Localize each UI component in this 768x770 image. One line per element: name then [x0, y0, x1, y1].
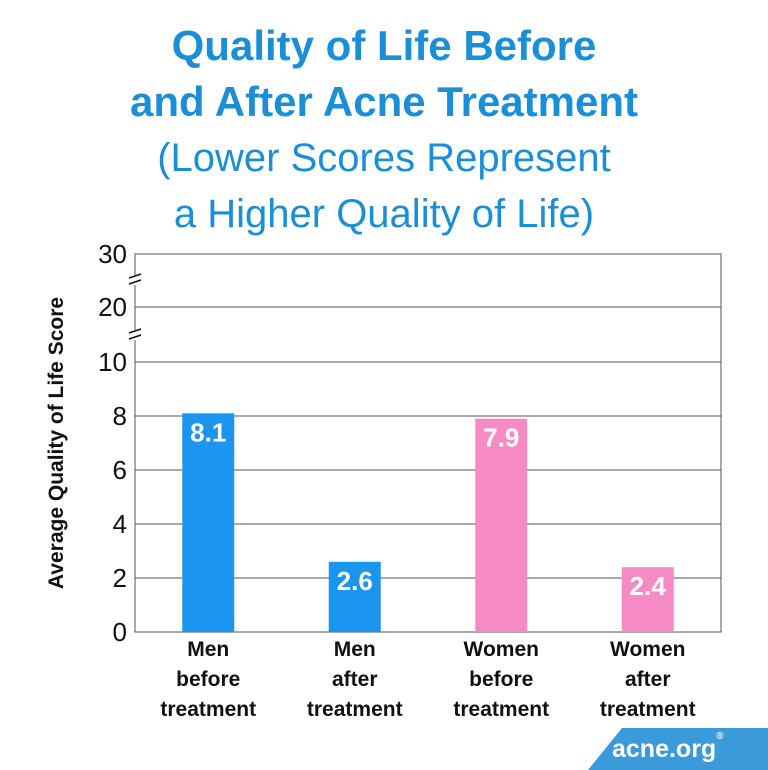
bar-value-label-1: 2.6: [337, 566, 373, 596]
title-line-1: Quality of Life Before: [171, 22, 597, 69]
bar-value-label-2: 7.9: [483, 423, 519, 453]
bar-1: [328, 561, 381, 632]
x-tick-label-3-line-0: Women: [610, 638, 685, 661]
bar-value-label-0: 8.1: [190, 417, 226, 447]
logo-text: acne.org: [612, 735, 717, 763]
x-tick-label-1-line-1: after: [332, 668, 378, 691]
x-tick-label-2-line-0: Women: [464, 638, 539, 661]
y-tick-label-4: 4: [113, 509, 127, 539]
registered-mark: ®: [716, 731, 724, 742]
bar-0: [182, 413, 235, 632]
x-tick-label-3-line-2: treatment: [600, 698, 696, 721]
subtitle-line-1: (Lower Scores Represent: [157, 136, 611, 180]
bar-2: [475, 418, 528, 632]
y-tick-label-30: 30: [98, 239, 127, 269]
chart-title: Quality of Life Before and After Acne Tr…: [0, 18, 768, 242]
y-tick-label-10: 10: [98, 347, 127, 377]
x-tick-label-1-line-0: Men: [334, 638, 376, 661]
axis-break-mark-0-b: [128, 334, 142, 340]
x-tick-label-1-line-2: treatment: [307, 698, 403, 721]
bar-value-label-3: 2.4: [630, 571, 667, 601]
x-tick-label-3: Women after treatment: [600, 638, 696, 721]
subtitle-line-2: a Higher Quality of Life): [173, 192, 595, 236]
x-tick-label-1: Men after treatment: [307, 638, 403, 721]
x-tick-label-2: Women before treatment: [453, 638, 549, 721]
x-tick-label-0-line-1: before: [176, 668, 240, 691]
axis-break-mark-1-a: [128, 273, 142, 279]
x-tick-label-3-line-1: after: [625, 668, 671, 691]
x-tick-label-0-line-0: Men: [187, 638, 229, 661]
y-axis-label: Average Quality of Life Score: [45, 297, 68, 589]
x-tick-label-2-line-2: treatment: [453, 698, 549, 721]
bar-3: [621, 567, 674, 632]
x-tick-label-0: Men before treatment: [160, 638, 256, 721]
title-line-2: and After Acne Treatment: [130, 78, 638, 125]
y-tick-label-2: 2: [113, 563, 127, 593]
x-tick-label-0-line-2: treatment: [160, 698, 256, 721]
y-tick-label-0: 0: [113, 617, 127, 647]
axis-break-gap-1: [129, 275, 141, 285]
acne-org-logo[interactable]: acne.org®: [588, 728, 768, 770]
axis-break-gap-0: [129, 330, 141, 340]
y-tick-label-8: 8: [113, 401, 127, 431]
axis-break-mark-1-b: [128, 279, 142, 285]
y-tick-label-6: 6: [113, 455, 127, 485]
plot-frame: [134, 253, 722, 633]
x-tick-label-2-line-1: before: [469, 668, 533, 691]
y-tick-label-20: 20: [98, 292, 127, 322]
axis-break-mark-0-a: [128, 328, 142, 334]
